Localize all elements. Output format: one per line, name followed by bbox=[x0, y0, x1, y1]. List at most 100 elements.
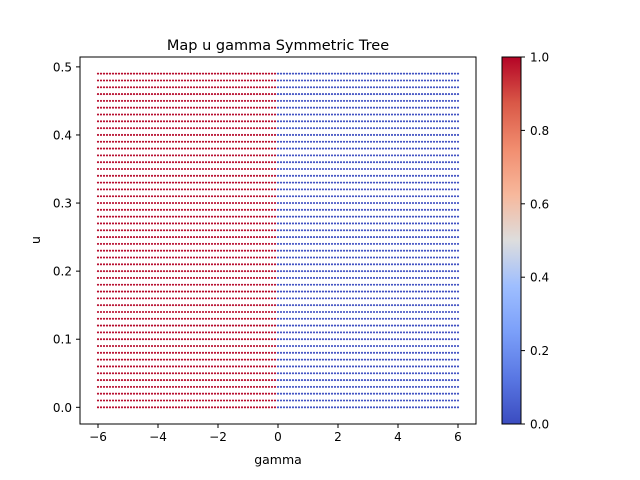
scatter-point bbox=[174, 283, 178, 286]
scatter-point bbox=[120, 317, 124, 320]
scatter-point bbox=[441, 229, 445, 232]
scatter-point bbox=[222, 283, 226, 286]
scatter-point bbox=[348, 161, 352, 164]
scatter-point bbox=[366, 188, 370, 191]
scatter-point bbox=[435, 372, 439, 375]
scatter-point bbox=[375, 161, 379, 164]
scatter-point bbox=[441, 140, 445, 143]
scatter-point bbox=[120, 133, 124, 137]
scatter-point bbox=[231, 290, 235, 293]
scatter-point bbox=[291, 174, 295, 177]
scatter-point bbox=[345, 276, 349, 280]
scatter-point bbox=[363, 399, 367, 402]
scatter-point bbox=[168, 174, 172, 177]
scatter-point bbox=[111, 351, 115, 354]
scatter-point bbox=[225, 236, 229, 239]
scatter-point bbox=[219, 310, 223, 314]
scatter-point bbox=[156, 249, 160, 252]
scatter-point bbox=[156, 324, 160, 327]
scatter-point bbox=[306, 154, 310, 157]
scatter-point bbox=[315, 242, 319, 245]
scatter-point bbox=[150, 242, 154, 245]
scatter-point bbox=[432, 222, 436, 225]
scatter-point bbox=[105, 181, 109, 184]
scatter-point bbox=[243, 167, 247, 171]
scatter-point bbox=[417, 351, 421, 354]
scatter-point bbox=[342, 188, 346, 191]
scatter-point bbox=[441, 147, 445, 150]
scatter-point bbox=[387, 222, 391, 225]
scatter-point bbox=[297, 406, 301, 409]
scatter-point bbox=[186, 202, 190, 205]
scatter-point bbox=[228, 276, 232, 280]
scatter-point bbox=[234, 406, 238, 409]
scatter-point bbox=[123, 283, 127, 286]
scatter-point bbox=[255, 249, 259, 252]
scatter-point bbox=[360, 270, 364, 273]
scatter-point bbox=[198, 208, 202, 211]
scatter-point bbox=[456, 331, 460, 334]
scatter-point bbox=[240, 256, 244, 259]
scatter-point bbox=[213, 154, 217, 157]
scatter-point bbox=[198, 276, 202, 280]
scatter-point bbox=[417, 133, 421, 137]
scatter-point bbox=[204, 263, 208, 266]
scatter-point bbox=[360, 188, 364, 191]
scatter-point bbox=[270, 195, 274, 198]
scatter-point bbox=[174, 365, 178, 368]
scatter-point bbox=[429, 242, 433, 245]
scatter-point bbox=[327, 222, 331, 225]
scatter-point bbox=[120, 154, 124, 157]
scatter-point bbox=[153, 167, 157, 171]
scatter-point bbox=[114, 331, 118, 334]
scatter-point bbox=[102, 188, 106, 191]
scatter-point bbox=[393, 147, 397, 150]
scatter-point bbox=[408, 385, 412, 388]
scatter-point bbox=[390, 379, 394, 382]
scatter-point bbox=[255, 229, 259, 232]
scatter-point bbox=[447, 324, 451, 327]
scatter-point bbox=[330, 385, 334, 388]
scatter-point bbox=[177, 297, 181, 300]
scatter-point bbox=[201, 304, 205, 307]
scatter-point bbox=[375, 133, 379, 137]
scatter-point bbox=[219, 242, 223, 245]
scatter-point bbox=[159, 236, 163, 239]
scatter-point bbox=[294, 344, 298, 348]
scatter-point bbox=[336, 167, 340, 171]
scatter-point bbox=[111, 236, 115, 239]
scatter-point bbox=[195, 331, 199, 334]
scatter-point bbox=[306, 188, 310, 191]
scatter-point bbox=[108, 229, 112, 232]
scatter-point bbox=[303, 242, 307, 245]
scatter-point bbox=[306, 181, 310, 184]
scatter-point bbox=[222, 276, 226, 280]
scatter-point bbox=[345, 385, 349, 388]
scatter-point bbox=[333, 249, 337, 252]
scatter-point bbox=[288, 385, 292, 388]
scatter-point bbox=[300, 304, 304, 307]
scatter-point bbox=[429, 195, 433, 198]
scatter-point bbox=[108, 372, 112, 375]
scatter-point bbox=[213, 399, 217, 402]
scatter-point bbox=[300, 324, 304, 327]
scatter-point bbox=[153, 229, 157, 232]
scatter-point bbox=[396, 406, 400, 409]
scatter-point bbox=[264, 222, 268, 225]
scatter-point bbox=[243, 215, 247, 218]
scatter-point bbox=[105, 351, 109, 354]
scatter-point bbox=[336, 133, 340, 137]
scatter-point bbox=[273, 372, 277, 375]
scatter-point bbox=[318, 344, 322, 348]
scatter-point bbox=[354, 215, 358, 218]
scatter-point bbox=[414, 167, 418, 171]
scatter-point bbox=[435, 236, 439, 239]
scatter-point bbox=[258, 406, 262, 409]
scatter-point bbox=[273, 181, 277, 184]
scatter-point bbox=[336, 317, 340, 320]
scatter-point bbox=[411, 249, 415, 252]
scatter-point bbox=[333, 215, 337, 218]
scatter-point bbox=[240, 317, 244, 320]
scatter-point bbox=[153, 181, 157, 184]
scatter-point bbox=[171, 195, 175, 198]
